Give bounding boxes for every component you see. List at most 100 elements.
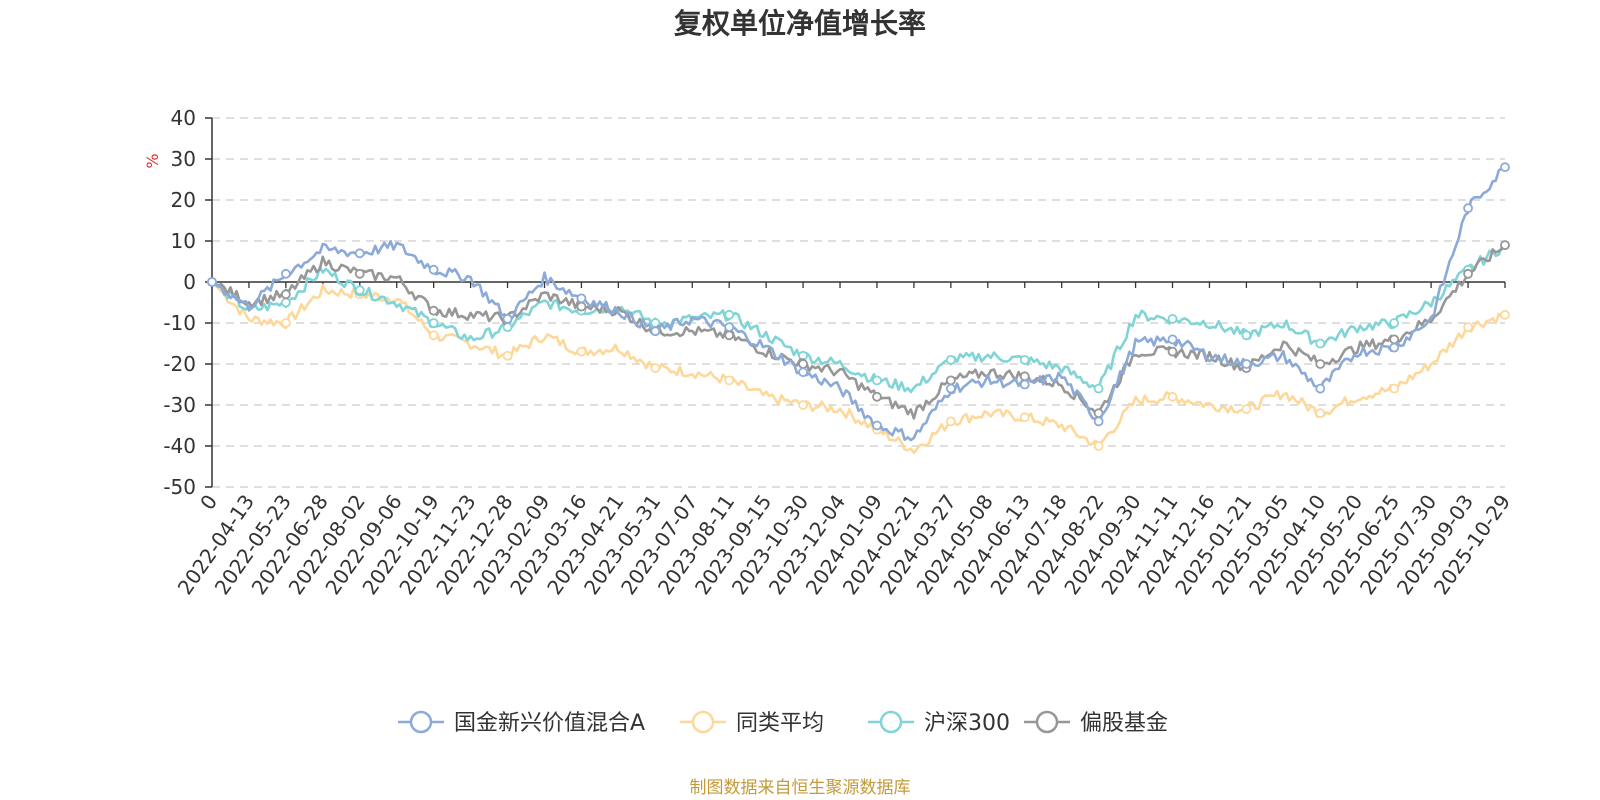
y-tick-label: 30	[171, 147, 196, 171]
data-point	[1167, 334, 1178, 345]
legend-item[interactable]: 国金新兴价值混合A	[398, 710, 645, 736]
data-point	[280, 268, 291, 279]
legend-label: 沪深300	[924, 711, 1010, 736]
data-point	[1241, 404, 1252, 415]
y-tick-labels: 40 30 20 10 0 -10 -20 -30 -40 -50	[163, 106, 196, 499]
series-2	[207, 240, 1510, 394]
data-point	[945, 383, 956, 394]
data-point	[1463, 268, 1473, 279]
data-point	[1463, 203, 1473, 214]
chart-title: 复权单位净值增长率	[674, 7, 926, 40]
legend-label: 同类平均	[736, 711, 824, 736]
axes	[205, 117, 1506, 488]
data-point	[428, 318, 439, 328]
legend-label: 偏股基金	[1080, 711, 1168, 736]
series-line	[211, 244, 1507, 420]
y-tick-label: -50	[163, 475, 196, 499]
data-point	[1093, 416, 1104, 427]
data-point	[1500, 309, 1510, 320]
data-point	[945, 416, 956, 427]
data-point	[502, 313, 513, 324]
data-point	[1315, 408, 1326, 419]
data-point	[798, 400, 808, 410]
data-point	[650, 363, 661, 374]
data-point	[280, 289, 291, 300]
x-tick-labels: 02022-04-132022-05-232022-06-282022-08-0…	[173, 490, 1515, 599]
y-tick-label: -40	[163, 434, 196, 458]
legend-marker-icon	[879, 710, 903, 734]
legend-marker-icon	[691, 710, 715, 734]
data-point	[1167, 346, 1178, 357]
data-point	[1315, 383, 1326, 394]
data-point	[354, 248, 365, 259]
legend-item[interactable]: 沪深300	[868, 710, 1010, 736]
data-point	[502, 350, 513, 361]
y-tick-label: 40	[171, 106, 196, 130]
data-point	[1167, 391, 1178, 402]
data-point	[1093, 383, 1104, 394]
x-tick-label: 0	[195, 490, 222, 514]
data-point	[724, 322, 735, 333]
legend-item[interactable]: 同类平均	[680, 710, 824, 736]
legend-label: 国金新兴价值混合A	[454, 711, 645, 736]
data-point	[724, 330, 735, 341]
data-point	[1315, 359, 1326, 369]
y-tick-label: 0	[183, 270, 196, 294]
y-tick-label: -20	[163, 352, 196, 376]
data-point	[1463, 322, 1473, 333]
grid-lines	[212, 117, 1505, 488]
data-point	[1093, 441, 1104, 451]
legend-marker-icon	[409, 710, 433, 734]
data-point	[1019, 379, 1030, 390]
data-point	[1241, 359, 1252, 369]
data-point	[650, 326, 661, 337]
legend-marker-icon	[1035, 710, 1059, 734]
y-tick-label: 20	[171, 188, 196, 212]
data-point	[1019, 412, 1030, 423]
data-point	[1241, 330, 1252, 341]
y-tick-label: -10	[163, 311, 196, 335]
y-tick-label: -30	[163, 393, 196, 417]
series-lines	[207, 162, 1510, 455]
data-point	[428, 305, 439, 316]
data-point	[1389, 342, 1400, 353]
data-point	[1389, 318, 1400, 328]
data-point	[1167, 313, 1178, 324]
series-line	[211, 243, 1506, 394]
data-point	[428, 264, 439, 275]
series-1	[207, 277, 1510, 455]
data-point	[945, 375, 956, 386]
series-line	[211, 281, 1506, 455]
source-note: 制图数据来自恒生聚源数据库	[690, 778, 911, 798]
data-point	[872, 375, 882, 386]
y-axis-unit: %	[143, 153, 162, 168]
series-0	[207, 162, 1510, 442]
data-point	[872, 391, 882, 402]
data-point	[280, 297, 291, 308]
data-point	[798, 367, 808, 378]
data-point	[1389, 383, 1400, 394]
data-point	[1500, 162, 1510, 173]
data-point	[1500, 240, 1510, 251]
legend-item[interactable]: 偏股基金	[1024, 710, 1168, 736]
data-point	[798, 359, 808, 369]
series-line	[211, 166, 1506, 442]
data-point	[1019, 354, 1030, 365]
series-3	[207, 240, 1510, 420]
data-point	[872, 420, 882, 431]
data-point	[724, 375, 735, 386]
data-point	[354, 268, 365, 279]
data-point	[724, 309, 735, 320]
data-point	[576, 346, 587, 357]
y-tick-label: 10	[171, 229, 196, 253]
data-point	[945, 354, 956, 365]
data-point	[576, 301, 587, 312]
data-point	[280, 318, 291, 328]
data-point	[354, 285, 365, 296]
legend[interactable]: 国金新兴价值混合A 同类平均 沪深300 偏股基金	[398, 710, 1168, 736]
data-point	[207, 277, 217, 287]
data-point	[1315, 338, 1326, 349]
data-point	[428, 330, 439, 341]
data-point	[576, 293, 587, 304]
